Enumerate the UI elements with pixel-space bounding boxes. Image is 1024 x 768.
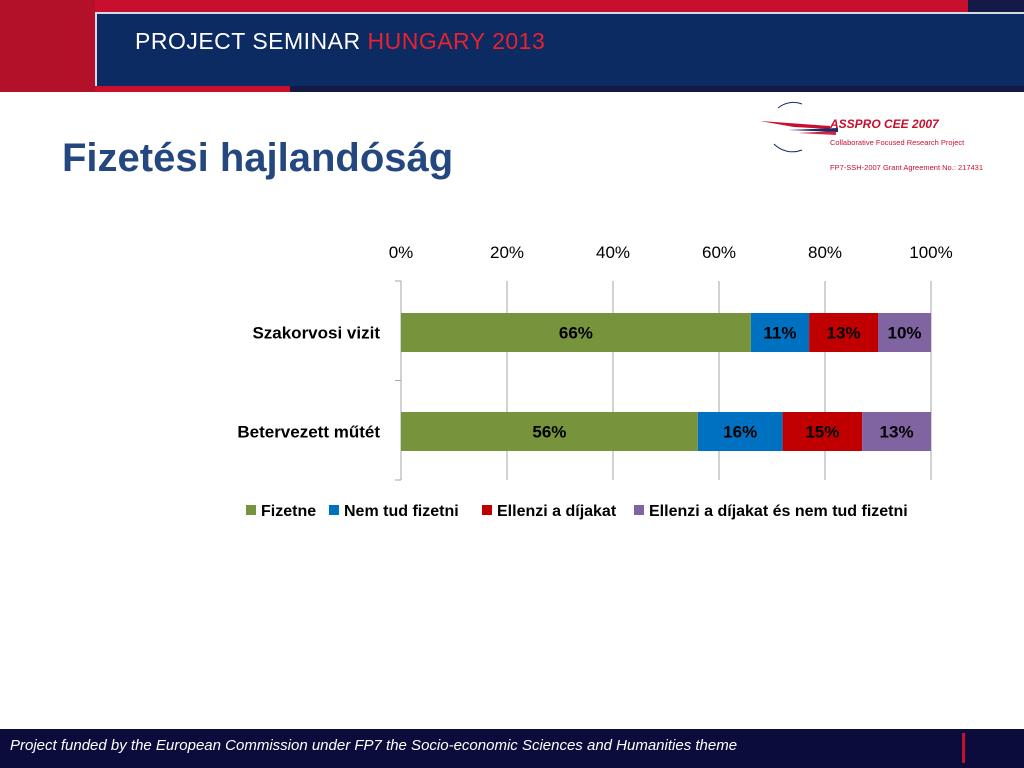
- header-title-accent: HUNGARY 2013: [367, 28, 546, 54]
- footer-band: [0, 729, 1024, 768]
- bar-segment: [782, 412, 863, 451]
- logo-subtitle: Collaborative Focused Research Project: [830, 138, 965, 147]
- header-corner: [968, 0, 1024, 12]
- legend-item: Nem tud fizetni: [329, 503, 459, 521]
- bar-segment: [862, 412, 931, 451]
- header-band-left: [0, 0, 95, 92]
- header-title: PROJECT SEMINAR HUNGARY 2013: [135, 28, 545, 55]
- legend-label: Nem tud fizetni: [344, 503, 459, 520]
- legend-label: Ellenzi a díjakat: [497, 503, 617, 520]
- category-label: Betervezett műtét: [237, 423, 380, 442]
- legend-swatch: [482, 505, 492, 515]
- legend-swatch: [634, 505, 644, 515]
- bar-segment: [809, 313, 878, 352]
- logo-name: ASSPRO CEE 2007: [830, 117, 939, 131]
- data-label: 15%: [805, 423, 839, 442]
- logo-grant: FP7-SSH-2007 Grant Agreement No.: 217431: [830, 163, 984, 172]
- data-label: 11%: [763, 324, 796, 343]
- data-label: 13%: [880, 423, 914, 442]
- x-tick-label: 100%: [909, 243, 952, 262]
- legend-item: Ellenzi a díjakat és nem tud fizetni: [634, 503, 908, 521]
- data-label: 56%: [532, 423, 566, 442]
- legend-swatch: [329, 505, 339, 515]
- category-label: Szakorvosi vizit: [252, 324, 380, 343]
- header-title-panel: [95, 12, 1024, 86]
- legend-label: Fizetne: [261, 503, 317, 520]
- bar-segment: [401, 412, 698, 451]
- chart-legend: Fizetne Nem tud fizetni Ellenzi a díjakat E…: [0, 503, 1024, 523]
- data-label: 13%: [827, 324, 861, 343]
- bar-segment: [697, 412, 783, 451]
- x-tick-label: 80%: [808, 243, 842, 262]
- x-tick-label: 20%: [490, 243, 524, 262]
- data-label: 66%: [559, 324, 593, 343]
- header-title-main: PROJECT SEMINAR: [135, 28, 368, 54]
- x-tick-label: 60%: [702, 243, 736, 262]
- stacked-bar-chart: 0% 20% 40% 60% 80% 100% Szakorvosi vizit 66% 11%…: [237, 243, 953, 481]
- legend-swatch: [246, 505, 256, 515]
- legend-item: Ellenzi a díjakat: [482, 503, 616, 521]
- footer-mark: [962, 733, 965, 763]
- bar-segment: [878, 313, 931, 352]
- legend-item: Fizetne: [246, 503, 316, 521]
- x-tick-label: 40%: [596, 243, 630, 262]
- slide-title: Fizetési hajlandóság: [62, 136, 454, 180]
- data-label: 16%: [723, 423, 757, 442]
- footer-text: Project funded by the European Commissio…: [10, 737, 738, 754]
- bar-segment: [750, 313, 810, 352]
- data-label: 10%: [887, 324, 921, 343]
- x-tick-label: 0%: [389, 243, 414, 262]
- asspro-logo-icon: [760, 101, 838, 153]
- header-divider: [290, 86, 1024, 92]
- bar-segment: [401, 313, 751, 352]
- legend-label: Ellenzi a díjakat és nem tud fizetni: [649, 503, 908, 520]
